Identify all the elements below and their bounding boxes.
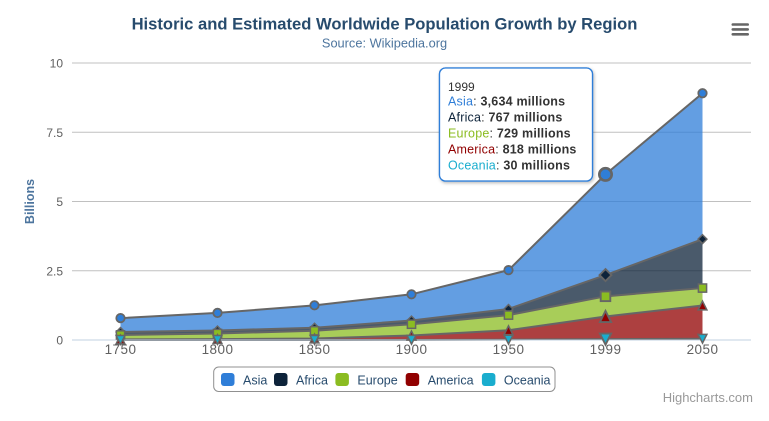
- svg-text:1950: 1950: [493, 342, 525, 357]
- svg-text:1999: 1999: [590, 342, 622, 357]
- svg-text:10: 10: [50, 57, 64, 71]
- svg-text:America: America: [428, 374, 474, 388]
- svg-text:Europe: 729 millions: Europe: 729 millions: [448, 127, 571, 141]
- svg-text:Source: Wikipedia.org: Source: Wikipedia.org: [322, 36, 447, 51]
- svg-text:Africa: Africa: [296, 374, 328, 388]
- svg-text:America: 818 millions: America: 818 millions: [448, 143, 577, 157]
- svg-text:Oceania: Oceania: [504, 374, 551, 388]
- svg-text:Europe: Europe: [357, 374, 397, 388]
- svg-text:1800: 1800: [202, 342, 234, 357]
- svg-text:Billions: Billions: [23, 179, 37, 224]
- svg-text:Africa: 767 millions: Africa: 767 millions: [448, 111, 562, 125]
- svg-text:0: 0: [56, 334, 63, 348]
- svg-text:Asia: 3,634 millions: Asia: 3,634 millions: [448, 95, 565, 109]
- svg-text:Historic and Estimated Worldwi: Historic and Estimated Worldwide Populat…: [132, 15, 638, 34]
- svg-text:5: 5: [56, 195, 63, 209]
- svg-text:2.5: 2.5: [46, 264, 63, 278]
- svg-text:1999: 1999: [448, 80, 475, 94]
- svg-text:Oceania: 30 millions: Oceania: 30 millions: [448, 159, 570, 173]
- svg-text:Asia: Asia: [243, 374, 267, 388]
- svg-text:Highcharts.com: Highcharts.com: [663, 390, 753, 405]
- svg-text:1750: 1750: [105, 342, 137, 357]
- svg-text:1900: 1900: [396, 342, 428, 357]
- svg-text:2050: 2050: [687, 342, 719, 357]
- svg-text:7.5: 7.5: [46, 126, 63, 140]
- svg-text:1850: 1850: [299, 342, 331, 357]
